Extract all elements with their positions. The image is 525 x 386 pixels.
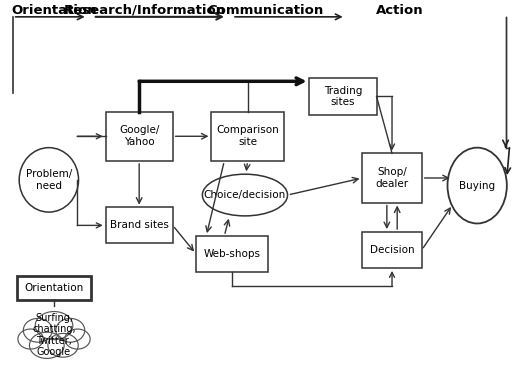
Ellipse shape [19, 148, 79, 212]
Bar [309, 78, 376, 115]
Text: Orientation: Orientation [24, 283, 83, 293]
Text: Buying: Buying [459, 181, 495, 191]
Ellipse shape [29, 332, 64, 359]
Text: Brand sites: Brand sites [110, 220, 169, 230]
Text: Research/Information: Research/Information [64, 4, 225, 17]
Bar [212, 112, 284, 161]
Ellipse shape [202, 174, 288, 216]
Text: Comparison
site: Comparison site [216, 125, 279, 147]
Text: Action: Action [376, 4, 424, 17]
Text: Decision: Decision [370, 245, 414, 255]
Bar [17, 276, 91, 300]
Ellipse shape [65, 329, 90, 349]
Bar [362, 153, 422, 203]
Text: Shop/
dealer: Shop/ dealer [375, 167, 408, 189]
Text: Choice/decision: Choice/decision [204, 190, 286, 200]
Text: Web-shops: Web-shops [204, 249, 260, 259]
Text: Trading
sites: Trading sites [324, 86, 362, 107]
Text: Google/
Yahoo: Google/ Yahoo [119, 125, 160, 147]
Ellipse shape [18, 329, 43, 349]
Text: Communication: Communication [207, 4, 324, 17]
Ellipse shape [447, 148, 507, 223]
Bar [196, 236, 268, 272]
Ellipse shape [48, 334, 78, 357]
Text: Surfing,
chatting,
Twitter,
Google: Surfing, chatting, Twitter, Google [32, 313, 76, 357]
Bar [362, 232, 422, 268]
Ellipse shape [23, 318, 52, 342]
Text: Problem/
need: Problem/ need [26, 169, 72, 191]
Bar [106, 207, 173, 244]
Text: Orientation: Orientation [11, 4, 97, 17]
Ellipse shape [56, 318, 85, 342]
Ellipse shape [35, 312, 73, 340]
Bar [106, 112, 173, 161]
